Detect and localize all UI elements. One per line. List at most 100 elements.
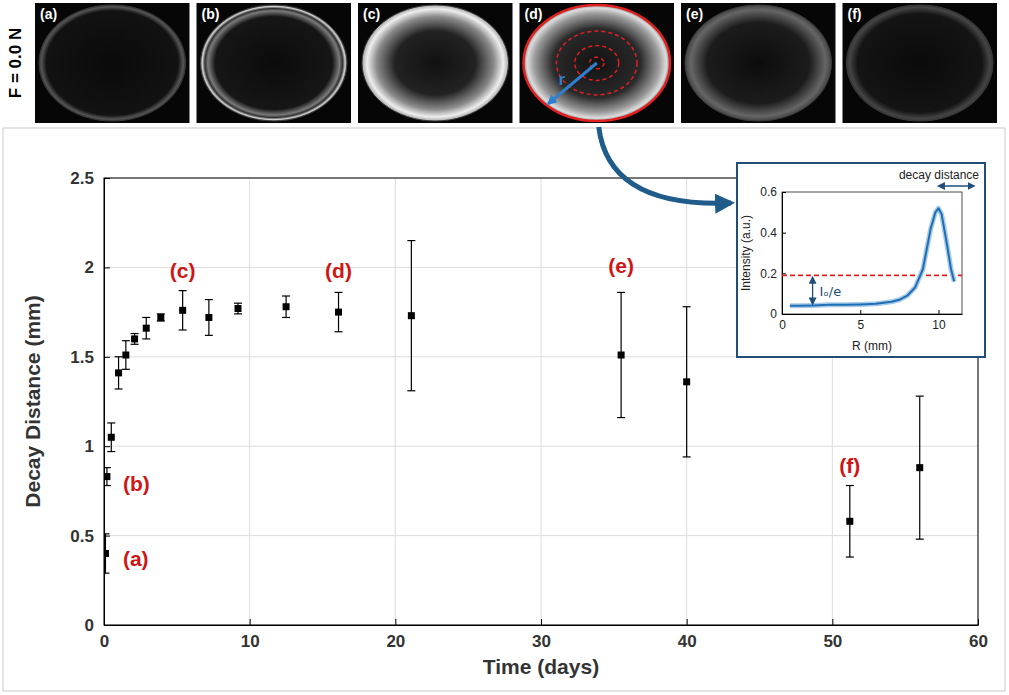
x-tick-mark (832, 619, 833, 625)
decay-label: decay distance (899, 168, 979, 182)
error-bar-cap (617, 417, 625, 418)
error-bar (617, 292, 625, 417)
x-tick-mark (541, 619, 542, 625)
panel-label: (b) (202, 6, 220, 22)
x-tick: 60 (969, 619, 988, 651)
decay-arrow (939, 185, 974, 186)
inset-x-axis: 0510 (779, 310, 962, 332)
droplet-image (685, 5, 832, 121)
error-bar (282, 296, 290, 317)
grid-line (104, 535, 978, 536)
error-bar-cap (617, 292, 625, 293)
x-tick: 30 (532, 619, 551, 651)
image-panel: (c) (358, 3, 513, 123)
error-bar-cap (179, 290, 187, 291)
error-bar (335, 292, 343, 331)
inset-y-tick: 0.4 (760, 226, 786, 240)
x-tick-label: 0 (100, 632, 109, 651)
profile-band (790, 208, 954, 306)
error-bar-cap (107, 451, 115, 452)
inset-y-tick: 0 (770, 307, 786, 321)
x-tick-mark (395, 619, 396, 625)
y-tick: 1.5 (70, 348, 110, 367)
grid-line (249, 178, 250, 625)
droplet-image (201, 5, 348, 121)
figure: (a)(b)(c)(d)r(e)(f)F = 0.0 N010203040506… (0, 0, 1009, 695)
x-tick-mark (250, 619, 251, 625)
data-point (846, 518, 853, 525)
droplet-image (39, 5, 186, 121)
grid-line (104, 446, 978, 447)
error-bar-cap (104, 573, 109, 574)
error-bar-cap (142, 338, 150, 339)
annotation: (c) (170, 259, 196, 282)
data-point (916, 464, 923, 471)
data-point (108, 434, 115, 441)
error-bar-cap (131, 333, 139, 334)
y-tick: 0.5 (70, 527, 110, 546)
radius-arrow (548, 63, 596, 104)
droplet-image (362, 5, 509, 121)
threshold-label: Iₒ/e (820, 284, 842, 299)
y-axis-title: Decay Distance (mm) (21, 295, 44, 507)
error-bar-cap (335, 331, 343, 332)
error-bar-cap (142, 317, 150, 318)
y-tick-mark (104, 267, 110, 268)
row-label: F = 0.0 N (6, 28, 25, 98)
inset-y-tick-label: 0 (770, 307, 777, 321)
data-point (235, 305, 242, 312)
error-bar (916, 396, 924, 539)
inset-y-tick-mark (782, 192, 786, 193)
error-bar-cap (234, 313, 242, 314)
error-bar-cap (122, 369, 130, 370)
x-tick: 10 (241, 619, 260, 651)
y-tick-mark (104, 446, 110, 447)
error-bar-cap (846, 485, 854, 486)
panel-label: (d) (525, 6, 543, 22)
profile-line (790, 208, 954, 306)
inset-x-tick: 5 (857, 310, 864, 332)
grid-line (395, 178, 396, 625)
data-point (283, 303, 290, 310)
inset-marks (782, 208, 962, 306)
inset-x-tick-label: 5 (857, 318, 864, 332)
image-background (197, 3, 352, 123)
panel-label: (f) (848, 6, 862, 22)
data-point (157, 314, 164, 321)
x-tick-label: 60 (969, 632, 988, 651)
x-tick-label: 20 (386, 632, 405, 651)
annotation: (b) (123, 472, 150, 495)
radius-label: r (559, 70, 566, 89)
x-tick: 40 (678, 619, 697, 651)
error-bar-cap (104, 467, 111, 468)
annotation: (d) (325, 259, 352, 282)
error-bar-cap (846, 556, 854, 557)
inset-y-axis-line (782, 193, 783, 315)
y-tick-mark (104, 178, 110, 179)
x-tick-label: 40 (678, 632, 697, 651)
image-background (681, 3, 836, 123)
y-tick: 1 (85, 437, 110, 456)
y-tick-label: 2 (85, 258, 94, 277)
image-panel: (a) (35, 3, 190, 123)
inset-y-tick-mark (782, 314, 786, 315)
image-panel: (d) r (520, 3, 675, 123)
inset-y-axis-title: Intensity (a.u.) (739, 215, 753, 291)
inset-x-tick: 10 (932, 310, 946, 332)
chart-border (3, 128, 1005, 691)
error-bar (104, 468, 111, 486)
y-tick: 2 (85, 258, 110, 277)
x-tick-mark (687, 619, 688, 625)
x-tick-label: 30 (532, 632, 551, 651)
error-bar-cap (122, 340, 130, 341)
threshold-arrow (812, 277, 813, 304)
data-point (335, 309, 342, 316)
error-bar-cap (107, 422, 115, 423)
inset-box (737, 163, 985, 357)
y-tick-mark (104, 357, 110, 358)
inset-y-tick-mark (782, 273, 786, 274)
error-bar (205, 300, 213, 336)
y-tick-label: 0.5 (70, 527, 94, 546)
image-panel: (b) (197, 3, 352, 123)
error-bar-cap (916, 539, 924, 540)
